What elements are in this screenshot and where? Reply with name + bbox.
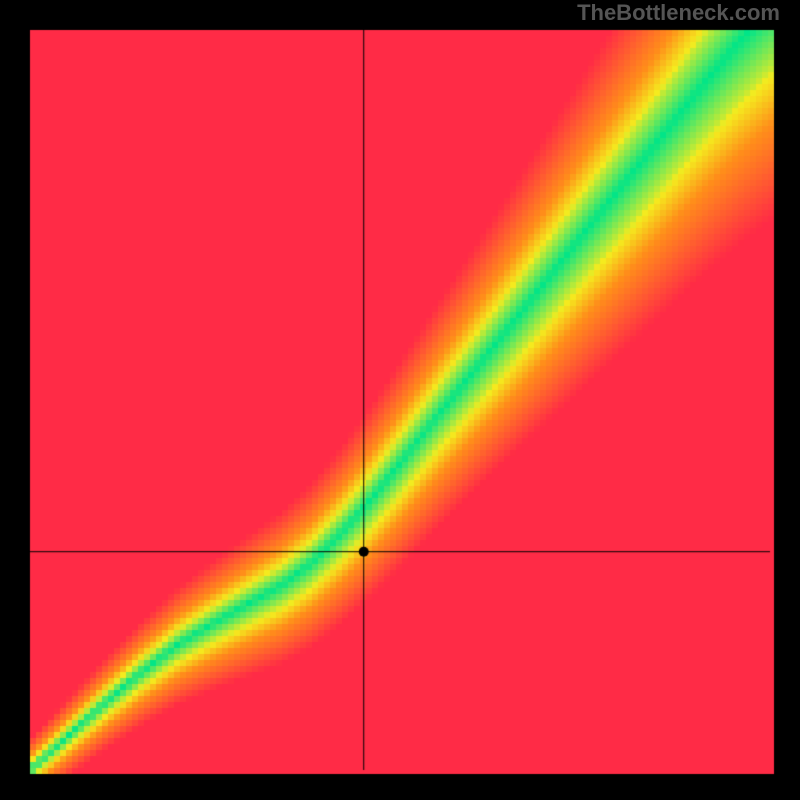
- bottleneck-heatmap: [0, 0, 800, 800]
- source-watermark: TheBottleneck.com: [577, 0, 780, 26]
